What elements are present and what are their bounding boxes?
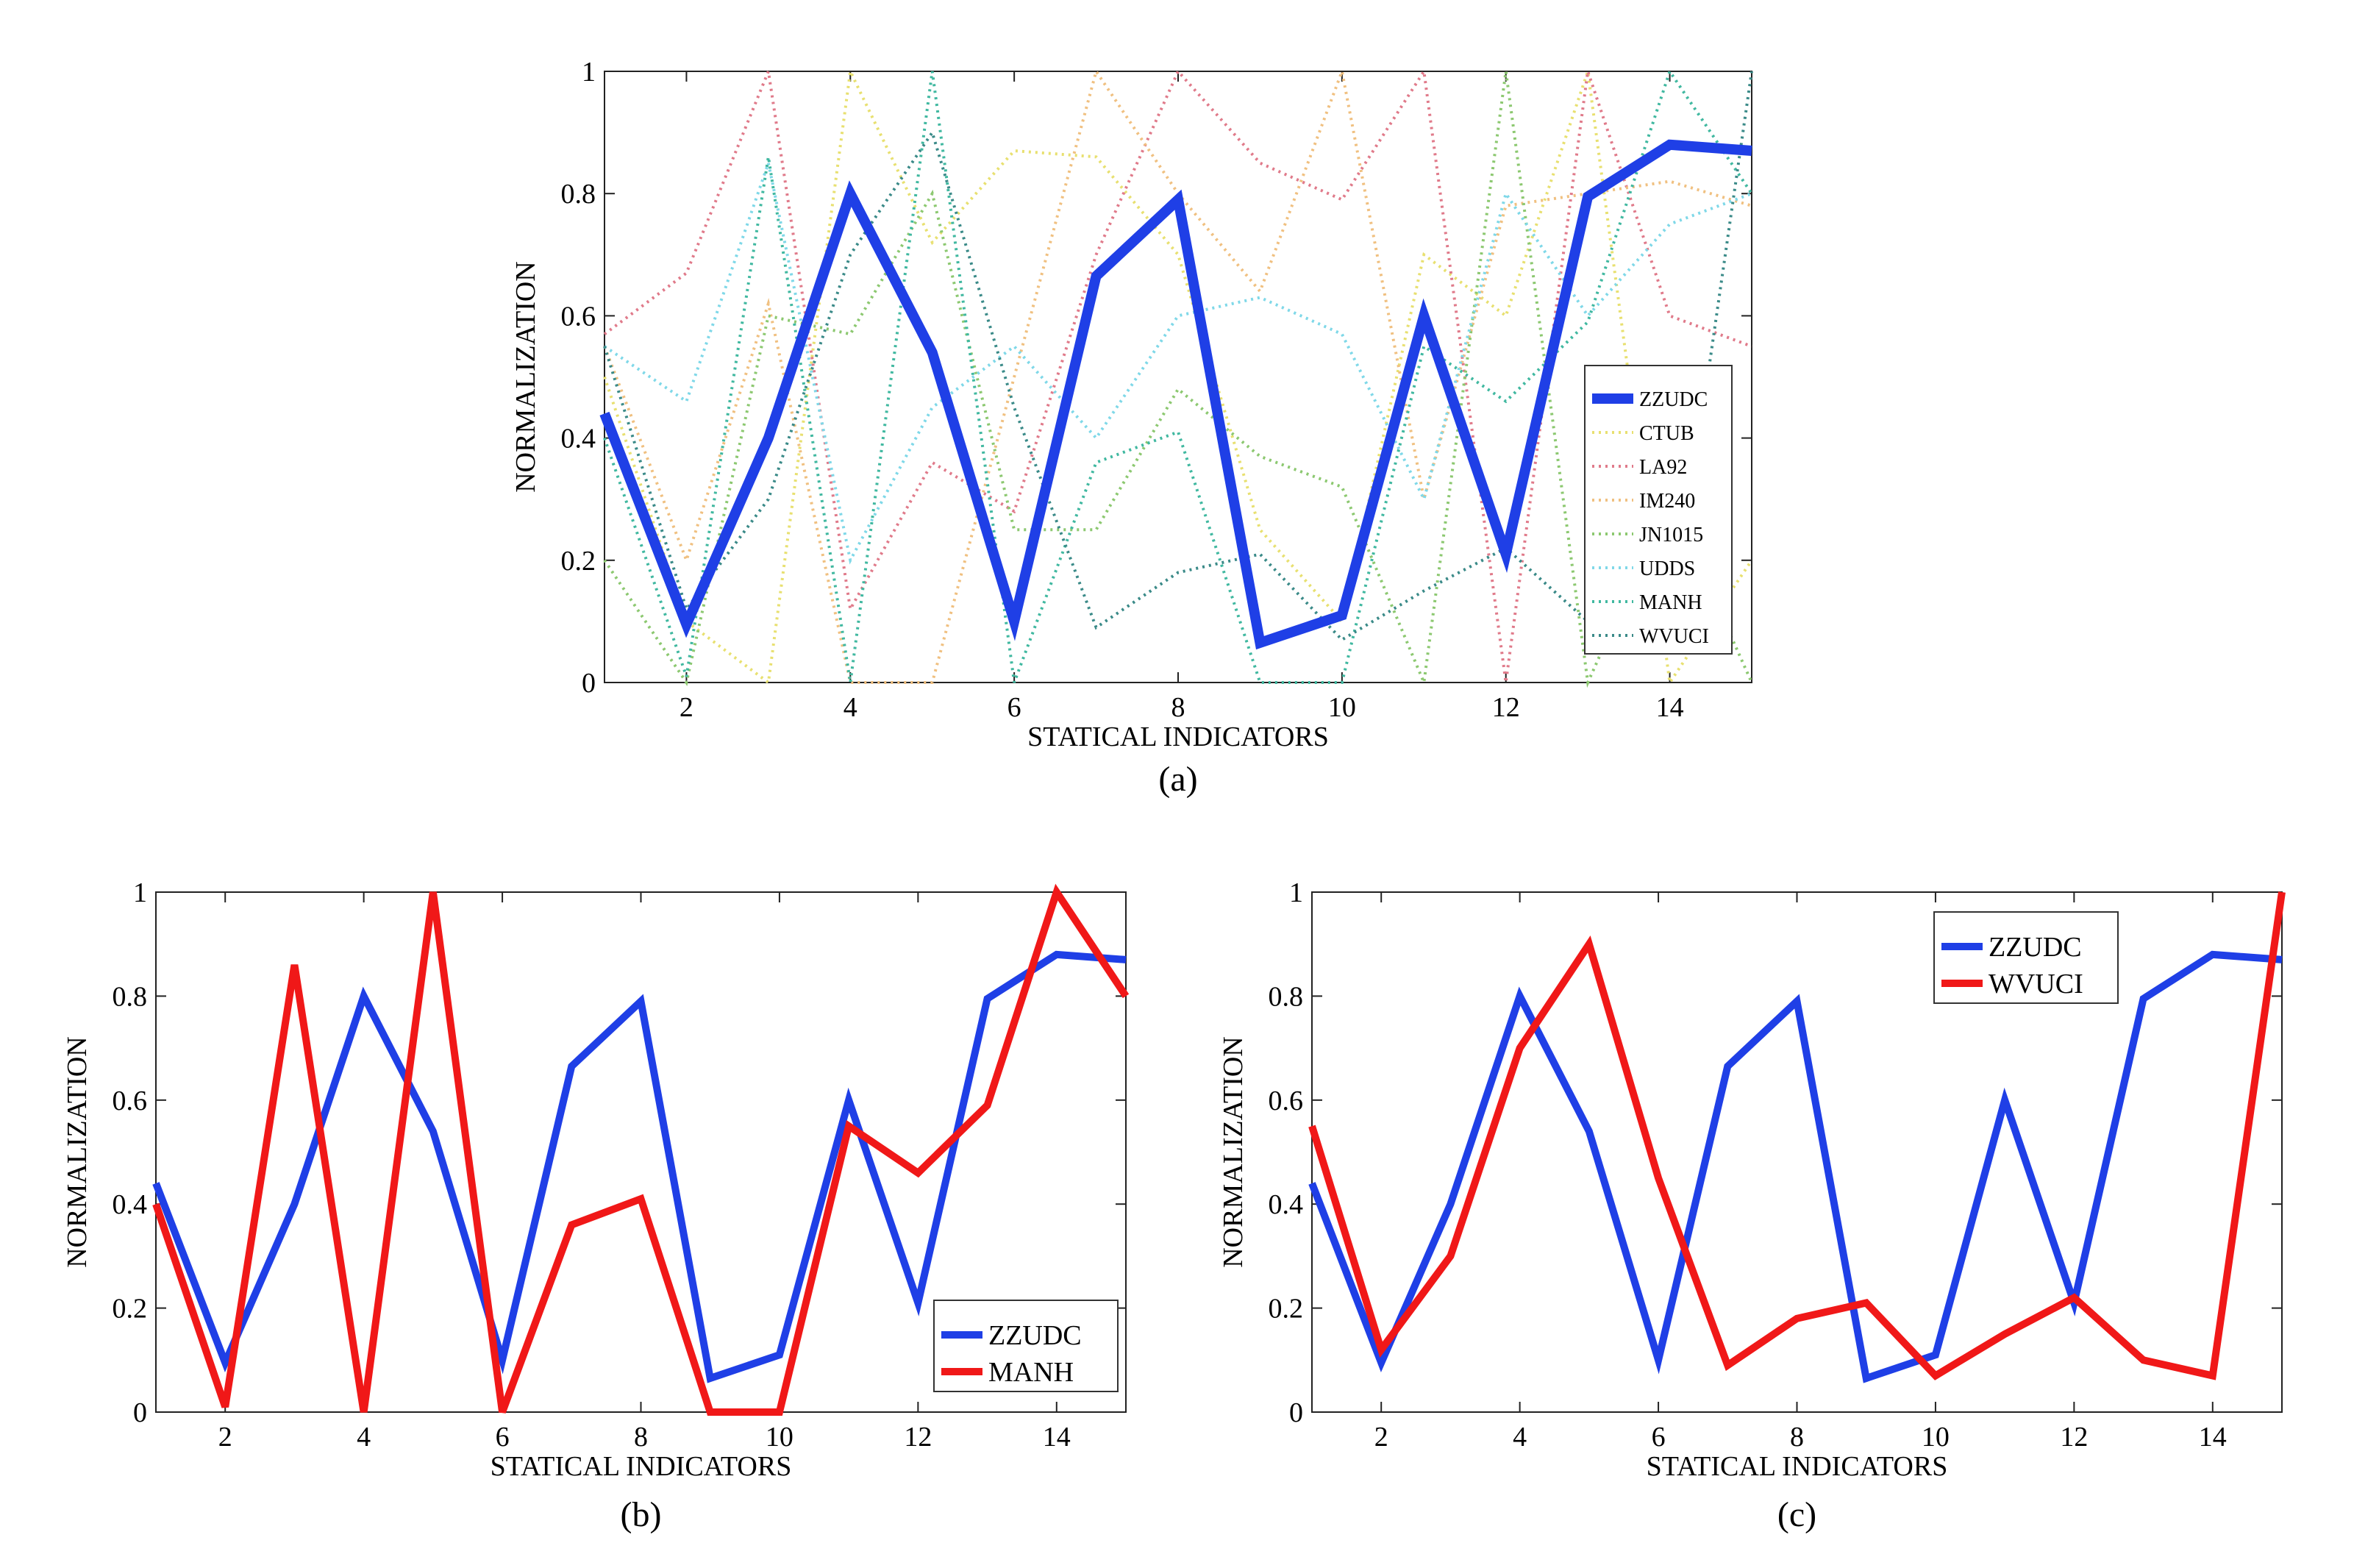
- legend-label-manh: MANH: [1639, 591, 1702, 614]
- y-tick-label: 0.2: [1269, 1294, 1304, 1325]
- y-tick-label: 0: [582, 668, 596, 699]
- legend-label-la92: LA92: [1639, 456, 1687, 479]
- y-tick-label: 0.2: [561, 546, 596, 577]
- x-tick-label: 14: [1043, 1422, 1071, 1453]
- y-tick-label: 0.8: [113, 981, 148, 1012]
- x-tick-label: 8: [634, 1422, 648, 1453]
- x-tick-label: 8: [1790, 1422, 1804, 1453]
- y-tick-label: 0.4: [113, 1189, 148, 1220]
- y-tick-label: 0.8: [1269, 981, 1304, 1012]
- legend-label-jn1015: JN1015: [1639, 524, 1703, 546]
- series-line-wvuci: [603, 71, 1753, 642]
- legend-box: [1933, 911, 2119, 1004]
- series-line-jn1015: [603, 71, 1753, 688]
- series-line-zzudc: [1308, 950, 2283, 1383]
- y-axis-label: NORMALIZATION: [510, 261, 541, 493]
- legend-label-im240: IM240: [1639, 490, 1695, 513]
- chart-caption: (b): [621, 1495, 662, 1534]
- x-tick-label: 6: [1007, 692, 1021, 723]
- plot-frame-a: [604, 71, 1752, 683]
- legend-a: ZZUDC CTUB LA92 IM240 JN1015 UDDS MANH WVUCI: [1584, 365, 1733, 655]
- chart-caption: (a): [1158, 760, 1197, 799]
- x-tick-label: 12: [1492, 692, 1520, 723]
- x-tick-label: 2: [1374, 1422, 1388, 1453]
- y-tick-label: 0: [1289, 1397, 1303, 1428]
- chart-caption: (c): [1777, 1495, 1816, 1534]
- x-tick-label: 6: [496, 1422, 510, 1453]
- series-line-wvuci: [1308, 891, 2286, 1380]
- x-tick-label: 10: [1328, 692, 1356, 723]
- legend-label-wvuci: WVUCI: [1639, 625, 1709, 648]
- legend-label-zzudc: ZZUDC: [988, 1320, 1082, 1351]
- x-tick-label: 12: [904, 1422, 932, 1453]
- x-tick-label: 14: [2199, 1422, 2227, 1453]
- y-tick-label: 0.6: [561, 301, 596, 332]
- legend-label-zzudc: ZZUDC: [1639, 388, 1708, 411]
- x-axis-label: STATICAL INDICATORS: [1027, 721, 1329, 752]
- series-line-manh: [152, 883, 1130, 1416]
- x-tick-label: 12: [2060, 1422, 2088, 1453]
- y-tick-label: 1: [1289, 877, 1303, 908]
- legend-box: [933, 1300, 1119, 1392]
- y-tick-label: 1: [582, 57, 596, 88]
- chart-a: 2 4 6 8 10 12 14 0 0.2 0.4 0.6 0.8 1 STATICAL INDICAT…: [510, 57, 1753, 799]
- chart-b: 2 4 6 8 10 12 14 0 0.2 0.4 0.6 0.8 1 STATICAL INDICAT…: [62, 877, 1130, 1534]
- series-line-zzudc: [599, 139, 1752, 650]
- x-tick-label: 10: [1922, 1422, 1950, 1453]
- y-axis-label: NORMALIZATION: [1218, 1036, 1249, 1268]
- legend-label-udds: UDDS: [1639, 557, 1695, 580]
- x-tick-label: 2: [218, 1422, 232, 1453]
- plot-frame-c: [1311, 891, 2283, 1413]
- y-tick-label: 0.6: [1269, 1086, 1304, 1116]
- x-tick-label: 14: [1656, 692, 1684, 723]
- y-tick-label: 1: [133, 877, 147, 908]
- x-tick-label: 4: [1513, 1422, 1527, 1453]
- x-tick-label: 6: [1652, 1422, 1666, 1453]
- legend-label-manh: MANH: [988, 1357, 1074, 1388]
- legend-label-zzudc: ZZUDC: [1989, 932, 2082, 963]
- y-tick-label: 0.6: [113, 1086, 148, 1116]
- y-tick-label: 0.4: [561, 424, 596, 455]
- x-tick-label: 2: [680, 692, 693, 723]
- legend-b: ZZUDC MANH: [933, 1300, 1119, 1392]
- x-tick-label: 4: [843, 692, 857, 723]
- y-tick-label: 0.2: [113, 1294, 148, 1325]
- chart-c: 2 4 6 8 10 12 14 0 0.2 0.4 0.6 0.8 1 STATICAL INDICAT…: [1218, 877, 2286, 1534]
- legend-label-wvuci: WVUCI: [1989, 969, 2083, 999]
- y-tick-label: 0.8: [561, 179, 596, 210]
- y-tick-label: 0.4: [1269, 1189, 1304, 1220]
- x-tick-label: 10: [766, 1422, 793, 1453]
- x-tick-label: 4: [357, 1422, 371, 1453]
- y-tick-label: 0: [133, 1397, 147, 1428]
- x-axis-label: STATICAL INDICATORS: [491, 1451, 792, 1482]
- legend-label-ctub: CTUB: [1639, 422, 1694, 445]
- legend-c: ZZUDC WVUCI: [1933, 911, 2119, 1004]
- x-axis-label: STATICAL INDICATORS: [1647, 1451, 1948, 1482]
- series-line-manh: [603, 68, 1753, 684]
- x-tick-label: 8: [1171, 692, 1185, 723]
- legend-box: [1584, 365, 1733, 655]
- y-axis-label: NORMALIZATION: [62, 1036, 93, 1268]
